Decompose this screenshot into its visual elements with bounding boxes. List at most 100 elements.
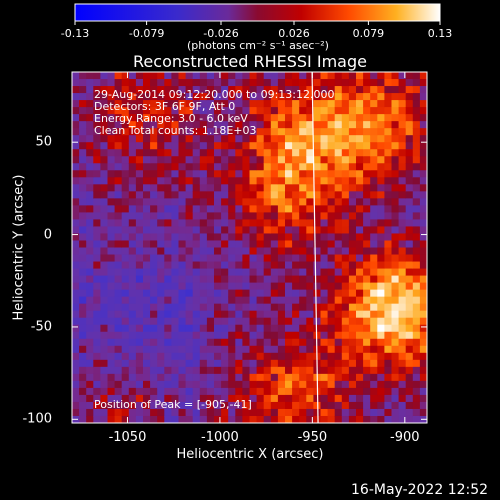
heatmap-cell <box>185 317 194 326</box>
heatmap-cell <box>299 352 307 361</box>
heatmap-cell <box>363 156 371 164</box>
heatmap-cell <box>320 366 329 375</box>
heatmap-cell <box>192 324 201 333</box>
heatmap-cell <box>171 191 180 199</box>
heatmap-cell <box>242 100 251 108</box>
heatmap-cell <box>327 170 336 178</box>
heatmap-cell <box>86 275 94 284</box>
heatmap-cell <box>79 240 87 249</box>
heatmap-cell <box>405 352 414 361</box>
heatmap-cell <box>384 170 393 178</box>
heatmap-cell <box>384 324 393 333</box>
heatmap-cell <box>299 177 307 185</box>
heatmap-cell <box>377 86 385 94</box>
heatmap-cell <box>419 198 427 206</box>
heatmap-cell <box>348 184 357 192</box>
heatmap-cell <box>107 219 116 228</box>
heatmap-cell <box>263 212 272 221</box>
heatmap-cell <box>178 380 187 389</box>
heatmap-cell <box>93 317 101 326</box>
heatmap-cell <box>242 247 251 256</box>
heatmap-cell <box>86 114 94 122</box>
heatmap-cell <box>341 114 350 122</box>
heatmap-cell <box>320 338 329 347</box>
heatmap-cell <box>121 100 130 108</box>
heatmap-cell <box>192 310 201 319</box>
heatmap-cell <box>192 261 201 270</box>
heatmap-cell <box>320 121 329 129</box>
heatmap-cell <box>135 338 144 347</box>
heatmap-cell <box>79 219 87 228</box>
heatmap-cell <box>405 100 414 108</box>
heatmap-cell <box>356 100 364 108</box>
heatmap-cell <box>398 79 407 87</box>
heatmap-cell <box>249 338 258 347</box>
heatmap-cell <box>242 387 251 396</box>
heatmap-cell <box>370 149 378 157</box>
heatmap-cell <box>121 128 130 136</box>
heatmap-cell <box>398 191 407 199</box>
heatmap-cell <box>235 261 243 270</box>
heatmap-cell <box>150 303 158 312</box>
heatmap-cell <box>150 114 158 122</box>
heatmap-cell <box>405 184 414 192</box>
heatmap-cell <box>72 394 80 403</box>
heatmap-cell <box>171 268 180 277</box>
heatmap-cell <box>93 114 101 122</box>
heatmap-cell <box>150 282 158 291</box>
heatmap-cell <box>256 86 265 94</box>
heatmap-cell <box>228 296 236 305</box>
heatmap-cell <box>277 100 286 108</box>
heatmap-cell <box>235 268 243 277</box>
heatmap-cell <box>277 387 286 396</box>
heatmap-cell <box>348 380 357 389</box>
heatmap-cell <box>164 359 172 368</box>
heatmap-cell <box>93 72 101 80</box>
heatmap-cell <box>178 226 187 235</box>
heatmap-cell <box>206 324 215 333</box>
heatmap-cell <box>398 170 407 178</box>
heatmap-cell <box>121 191 130 199</box>
heatmap-cell <box>334 387 343 396</box>
heatmap-cell <box>398 366 407 375</box>
heatmap-cell <box>114 394 123 403</box>
heatmap-cell <box>341 310 350 319</box>
heatmap-cell <box>412 121 421 129</box>
heatmap-cell <box>285 79 293 87</box>
heatmap-cell <box>157 72 165 80</box>
heatmap-cell <box>285 142 293 150</box>
heatmap-cell <box>270 394 279 403</box>
heatmap-cell <box>150 352 158 361</box>
heatmap-cell <box>157 205 165 213</box>
heatmap-cell <box>285 254 293 263</box>
heatmap-cell <box>249 394 258 403</box>
heatmap-cell <box>107 177 116 185</box>
heatmap-cell <box>206 191 215 199</box>
heatmap-cell <box>341 191 350 199</box>
heatmap-cell <box>348 226 357 235</box>
heatmap-cell <box>270 359 279 368</box>
heatmap-cell <box>228 219 236 228</box>
heatmap-cell <box>214 247 222 256</box>
heatmap-cell <box>341 394 350 403</box>
heatmap-cell <box>100 408 109 417</box>
heatmap-cell <box>292 170 300 178</box>
heatmap-cell <box>143 296 151 305</box>
heatmap-cell <box>128 79 137 87</box>
heatmap-cell <box>313 331 322 340</box>
heatmap-cell <box>419 149 427 157</box>
heatmap-cell <box>143 121 151 129</box>
heatmap-cell <box>313 149 322 157</box>
heatmap-cell <box>327 233 336 242</box>
heatmap-cell <box>86 156 94 164</box>
heatmap-cell <box>334 219 343 228</box>
heatmap-cell <box>100 268 109 277</box>
heatmap-cell <box>86 128 94 136</box>
heatmap-cell <box>235 387 243 396</box>
heatmap-cell <box>107 191 116 199</box>
heatmap-cell <box>72 233 80 242</box>
heatmap-cell <box>299 289 307 298</box>
heatmap-cell <box>199 310 208 319</box>
heatmap-cell <box>100 177 109 185</box>
heatmap-cell <box>306 415 314 423</box>
